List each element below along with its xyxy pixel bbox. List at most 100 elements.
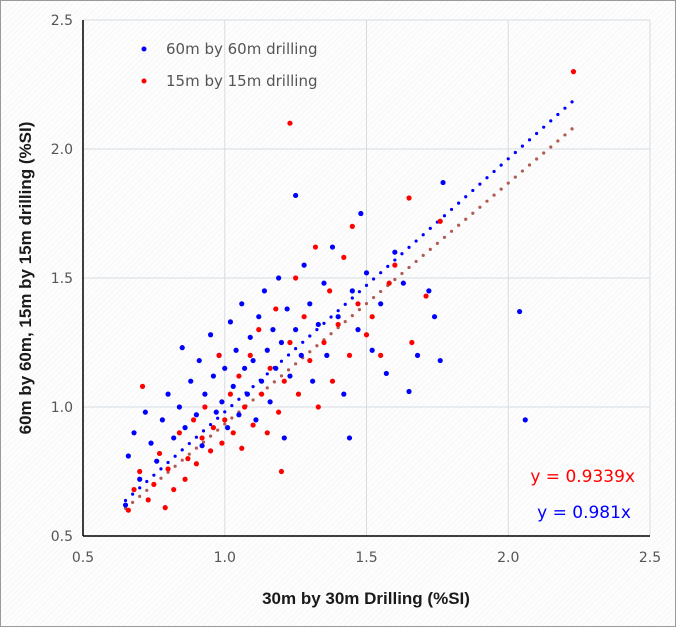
data-point-15m xyxy=(327,288,333,294)
data-point-60m xyxy=(210,373,217,379)
trendline-dot-1 xyxy=(513,175,517,179)
data-point-60m xyxy=(236,412,242,418)
data-point-15m xyxy=(287,120,293,126)
data-point-60m xyxy=(261,288,268,294)
trendline-dot-1 xyxy=(442,235,447,239)
data-point-60m xyxy=(363,270,370,276)
data-point-60m xyxy=(406,388,412,395)
data-point-60m xyxy=(516,308,523,315)
data-point-60m xyxy=(207,332,214,338)
data-point-60m xyxy=(329,244,336,250)
trendline-dot-0 xyxy=(308,334,312,338)
trendline-dot-0 xyxy=(527,138,532,142)
trendline-dot-0 xyxy=(386,264,390,268)
data-point-60m xyxy=(341,391,347,397)
trendline-dot-1 xyxy=(435,241,439,245)
data-point-15m xyxy=(287,339,293,346)
data-point-15m xyxy=(176,430,182,436)
data-point-15m xyxy=(210,425,217,431)
trendline-dot-0 xyxy=(173,454,177,458)
data-point-15m xyxy=(125,507,131,513)
data-point-60m xyxy=(400,280,406,286)
data-point-15m xyxy=(247,352,253,358)
trendline-dot-1 xyxy=(201,440,206,444)
trendline-dot-0 xyxy=(201,429,206,433)
trendline-dot-1 xyxy=(393,277,397,282)
trendline-dot-1 xyxy=(159,476,163,480)
trendline-dot-1 xyxy=(223,422,227,426)
data-point-60m xyxy=(349,288,355,294)
data-point-15m xyxy=(202,404,208,410)
trendline-dot-1 xyxy=(457,223,461,227)
trendline-equation-red: y = 0.9339x xyxy=(530,467,635,487)
data-point-60m xyxy=(378,301,384,307)
x-tick-label: 2.0 xyxy=(497,550,519,566)
data-point-60m xyxy=(137,476,143,482)
data-point-60m xyxy=(264,347,270,353)
data-point-60m xyxy=(219,399,225,405)
data-point-60m xyxy=(176,404,182,410)
trendline-dot-0 xyxy=(315,328,319,332)
trendline-dot-0 xyxy=(428,226,432,231)
trendline-dot-0 xyxy=(393,258,397,262)
data-point-60m xyxy=(278,339,285,346)
data-point-15m xyxy=(151,481,157,487)
trendline-dot-0 xyxy=(535,131,539,136)
trendline-dot-0 xyxy=(414,239,418,243)
trendline-dot-1 xyxy=(350,314,354,318)
data-point-15m xyxy=(276,409,282,415)
trendline-dot-1 xyxy=(428,247,432,251)
trendline-dot-0 xyxy=(230,403,234,408)
trendline-dot-1 xyxy=(492,193,496,197)
trendline-dot-1 xyxy=(421,253,425,257)
y-tick-label: 2.5 xyxy=(51,13,73,29)
trendline-dot-0 xyxy=(570,100,574,104)
trendline-dot-0 xyxy=(542,125,546,129)
trendline-dot-1 xyxy=(272,380,276,384)
trendline-dot-0 xyxy=(379,271,383,275)
trendline-dot-1 xyxy=(194,446,198,450)
data-point-60m xyxy=(270,327,276,333)
trendline-dot-0 xyxy=(499,163,503,167)
data-point-60m xyxy=(281,435,287,441)
data-point-15m xyxy=(293,275,299,281)
data-point-60m xyxy=(293,192,299,199)
data-point-60m xyxy=(188,378,194,384)
data-point-60m xyxy=(440,179,446,186)
data-point-15m xyxy=(239,445,245,451)
data-point-15m xyxy=(222,417,228,423)
trendline-dot-1 xyxy=(315,344,319,348)
data-point-60m xyxy=(256,314,262,320)
trendline-dot-0 xyxy=(145,479,149,484)
trendline-dot-0 xyxy=(159,467,163,471)
legend-label-60m: 60m by 60m drilling xyxy=(166,40,318,58)
x-axis-label: 30m by 30m Drilling (%SI) xyxy=(262,589,470,608)
trendline-dot-0 xyxy=(478,182,482,186)
data-point-15m xyxy=(145,497,151,503)
trendline-dot-1 xyxy=(265,386,269,390)
data-point-15m xyxy=(190,417,197,423)
trendline-dot-0 xyxy=(286,353,291,357)
data-point-15m xyxy=(199,435,205,441)
trendline-dot-0 xyxy=(294,347,298,351)
data-point-15m xyxy=(406,195,412,201)
data-point-15m xyxy=(165,466,171,472)
data-point-15m xyxy=(230,430,236,436)
data-point-60m xyxy=(392,249,398,255)
data-point-15m xyxy=(315,404,321,410)
trendline-dot-0 xyxy=(520,144,525,148)
trendline-dot-1 xyxy=(138,494,142,498)
trendline-dot-1 xyxy=(145,488,149,492)
trendline-dot-1 xyxy=(216,428,220,432)
trendline-dot-1 xyxy=(131,500,135,504)
trendline-dot-0 xyxy=(322,321,326,325)
trendline-dot-0 xyxy=(208,422,213,427)
data-points xyxy=(122,69,577,513)
data-point-15m xyxy=(185,456,191,462)
trendline-dot-1 xyxy=(230,416,234,420)
data-point-60m xyxy=(315,321,321,328)
data-point-15m xyxy=(321,339,327,346)
trendline-dot-0 xyxy=(400,252,404,256)
data-point-15m xyxy=(241,404,248,410)
trendline-dot-0 xyxy=(131,492,135,496)
